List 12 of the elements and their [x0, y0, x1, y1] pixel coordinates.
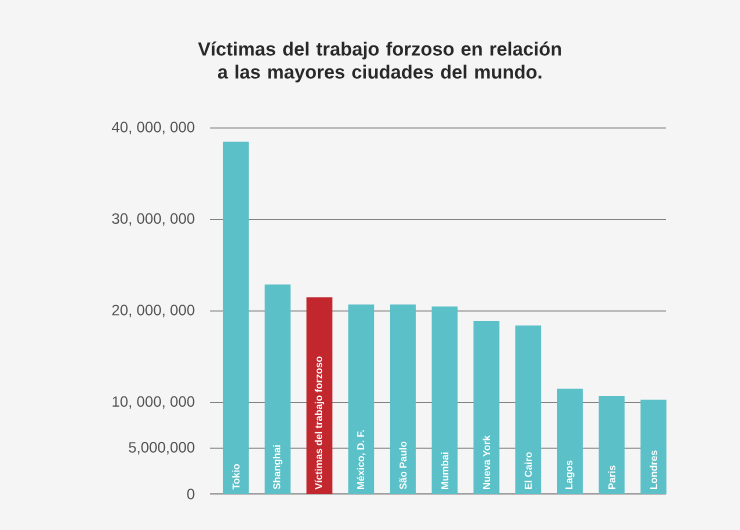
bar — [598, 396, 625, 494]
bar — [473, 321, 500, 494]
bar — [557, 388, 583, 494]
bar — [348, 304, 375, 494]
bar — [264, 284, 291, 494]
bar — [431, 306, 458, 494]
bar — [389, 304, 416, 494]
bar — [640, 399, 667, 494]
bar — [306, 297, 333, 494]
chart-title: Víctimas del trabajo forzoso en relación a las mayores ciudades del mundo. — [198, 41, 561, 83]
bar — [515, 325, 542, 494]
bar — [222, 141, 249, 494]
